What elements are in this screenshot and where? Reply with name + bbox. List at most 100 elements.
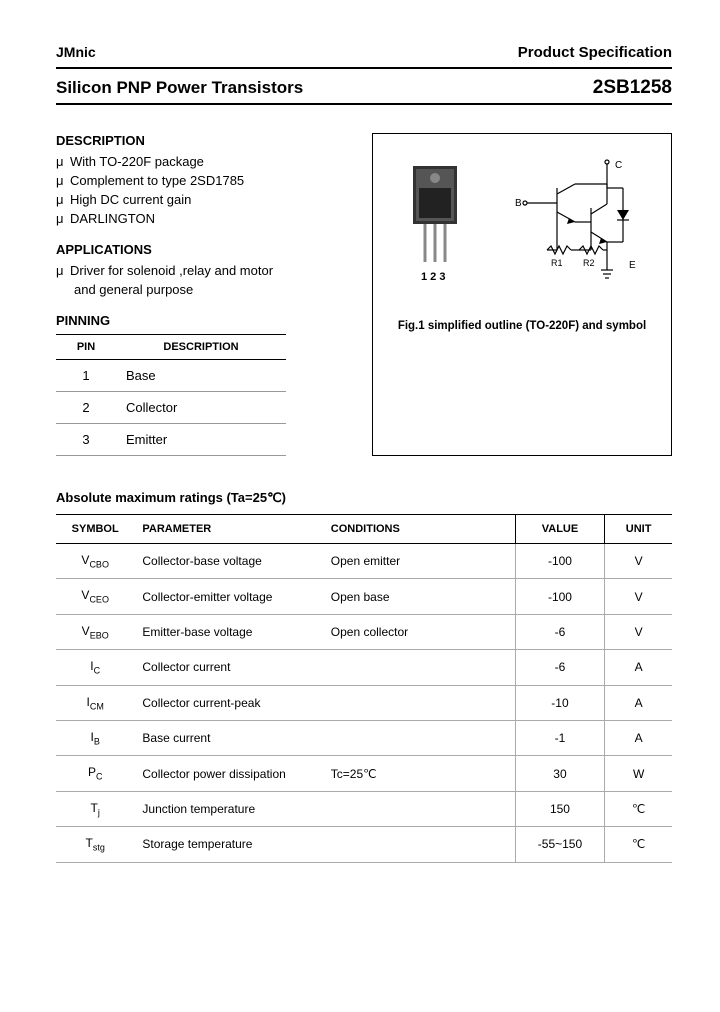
svg-text:R2: R2 <box>583 258 595 268</box>
ratings-value: -100 <box>515 544 605 579</box>
pin-desc: Collector <box>116 392 286 424</box>
desc-text: DARLINGTON <box>70 211 155 226</box>
ratings-unit: W <box>605 756 672 791</box>
top-block: DESCRIPTION μWith TO-220F package μCompl… <box>56 133 672 456</box>
ratings-value: -10 <box>515 685 605 720</box>
ratings-unit: ℃ <box>605 827 672 862</box>
pinning-col-desc: DESCRIPTION <box>116 335 286 360</box>
ratings-symbol: ICM <box>56 685 134 720</box>
ratings-row: VCBOCollector-base voltageOpen emitter-1… <box>56 544 672 579</box>
pin-labels-text: 1 2 3 <box>421 271 445 283</box>
ratings-value: -6 <box>515 650 605 685</box>
ratings-row: TstgStorage temperature-55~150℃ <box>56 827 672 862</box>
ratings-parameter: Collector current-peak <box>134 685 324 720</box>
ratings-row: IBBase current-1A <box>56 720 672 755</box>
app-text-cont: and general purpose <box>74 282 193 297</box>
ratings-conditions: Tc=25℃ <box>325 756 515 791</box>
desc-text: Complement to type 2SD1785 <box>70 173 244 188</box>
ratings-unit: V <box>605 544 672 579</box>
app-item: μDriver for solenoid ,relay and motor <box>56 263 354 278</box>
ratings-value: 150 <box>515 791 605 826</box>
ratings-unit: A <box>605 685 672 720</box>
ratings-value: 30 <box>515 756 605 791</box>
ratings-col-parameter: PARAMETER <box>134 515 324 544</box>
pinning-row: 2Collector <box>56 392 286 424</box>
pin-num: 3 <box>56 424 116 456</box>
bullet-icon: μ <box>56 173 70 188</box>
description-list: μWith TO-220F package μComplement to typ… <box>56 154 354 226</box>
desc-item: μComplement to type 2SD1785 <box>56 173 354 188</box>
pin-num: 1 <box>56 360 116 392</box>
ratings-value: -1 <box>515 720 605 755</box>
ratings-conditions <box>325 827 515 862</box>
svg-text:E: E <box>629 260 636 271</box>
ratings-value: -100 <box>515 579 605 614</box>
desc-item: μWith TO-220F package <box>56 154 354 169</box>
pin-desc: Emitter <box>116 424 286 456</box>
ratings-conditions: Open emitter <box>325 544 515 579</box>
ratings-parameter: Collector-base voltage <box>134 544 324 579</box>
pinning-row: 3Emitter <box>56 424 286 456</box>
title-row: Silicon PNP Power Transistors 2SB1258 <box>56 77 672 99</box>
ratings-symbol: VEBO <box>56 614 134 649</box>
bullet-icon: μ <box>56 263 70 278</box>
ratings-value: -55~150 <box>515 827 605 862</box>
ratings-parameter: Junction temperature <box>134 791 324 826</box>
app-text: Driver for solenoid ,relay and motor <box>70 263 273 278</box>
ratings-parameter: Storage temperature <box>134 827 324 862</box>
ratings-parameter: Collector power dissipation <box>134 756 324 791</box>
svg-text:B: B <box>515 198 522 209</box>
desc-item: μDARLINGTON <box>56 211 354 226</box>
ratings-title: Absolute maximum ratings (Ta=25℃) <box>56 490 672 506</box>
ratings-conditions <box>325 791 515 826</box>
ratings-block: Absolute maximum ratings (Ta=25℃) SYMBOL… <box>56 490 672 863</box>
ratings-unit: A <box>605 650 672 685</box>
figure-box: 1 2 3 C B <box>372 133 672 456</box>
desc-text: With TO-220F package <box>70 154 204 169</box>
left-column: DESCRIPTION μWith TO-220F package μCompl… <box>56 133 354 456</box>
app-item-cont: and general purpose <box>56 282 354 297</box>
pinning-table: PIN DESCRIPTION 1Base 2Collector 3Emitte… <box>56 334 286 456</box>
desc-item: μHigh DC current gain <box>56 192 354 207</box>
ratings-row: VEBOEmitter-base voltageOpen collector-6… <box>56 614 672 649</box>
ratings-symbol: VCEO <box>56 579 134 614</box>
pin-desc: Base <box>116 360 286 392</box>
ratings-conditions: Open collector <box>325 614 515 649</box>
ratings-row: ICMCollector current-peak -10A <box>56 685 672 720</box>
svg-text:C: C <box>615 160 622 171</box>
ratings-parameter: Collector current <box>134 650 324 685</box>
bullet-icon: μ <box>56 192 70 207</box>
ratings-row: TjJunction temperature 150℃ <box>56 791 672 826</box>
ratings-symbol: VCBO <box>56 544 134 579</box>
ratings-col-symbol: SYMBOL <box>56 515 134 544</box>
ratings-row: ICCollector current-6A <box>56 650 672 685</box>
ratings-symbol: IB <box>56 720 134 755</box>
product-title: Silicon PNP Power Transistors <box>56 78 303 98</box>
rule-2 <box>56 103 672 105</box>
ratings-symbol: Tj <box>56 791 134 826</box>
ratings-symbol: PC <box>56 756 134 791</box>
pinning-heading: PINNING <box>56 313 354 328</box>
ratings-conditions: Open base <box>325 579 515 614</box>
ratings-col-unit: UNIT <box>605 515 672 544</box>
ratings-unit: V <box>605 614 672 649</box>
ratings-conditions <box>325 720 515 755</box>
svg-text:R1: R1 <box>551 258 563 268</box>
brand-name: JMnic <box>56 44 96 60</box>
spec-label: Product Specification <box>518 44 672 61</box>
pin-num: 2 <box>56 392 116 424</box>
applications-heading: APPLICATIONS <box>56 242 354 257</box>
part-number: 2SB1258 <box>593 77 672 99</box>
pinning-col-pin: PIN <box>56 335 116 360</box>
applications-list: μDriver for solenoid ,relay and motor an… <box>56 263 354 297</box>
ratings-parameter: Base current <box>134 720 324 755</box>
desc-text: High DC current gain <box>70 192 191 207</box>
ratings-unit: V <box>605 579 672 614</box>
ratings-col-conditions: CONDITIONS <box>325 515 515 544</box>
bullet-icon: μ <box>56 211 70 226</box>
ratings-unit: ℃ <box>605 791 672 826</box>
figure-caption: Fig.1 simplified outline (TO-220F) and s… <box>398 320 646 332</box>
ratings-conditions <box>325 685 515 720</box>
ratings-row: VCEOCollector-emitter voltageOpen base-1… <box>56 579 672 614</box>
description-heading: DESCRIPTION <box>56 133 354 148</box>
